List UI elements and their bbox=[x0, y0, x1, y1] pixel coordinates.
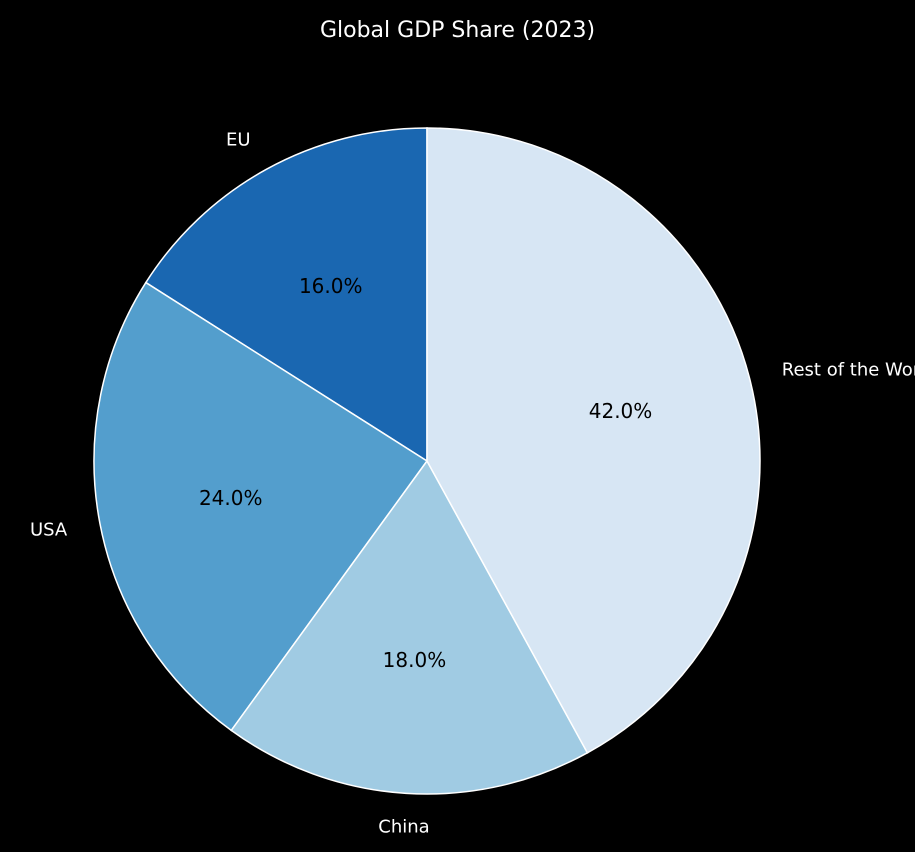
slice-label: Rest of the World bbox=[782, 359, 915, 380]
slice-pct: 18.0% bbox=[383, 648, 447, 672]
slice-pct: 42.0% bbox=[589, 399, 653, 423]
pie-svg bbox=[0, 0, 915, 852]
slice-label: USA bbox=[30, 519, 67, 540]
slice-label: China bbox=[378, 816, 429, 837]
slice-pct: 16.0% bbox=[299, 274, 363, 298]
slice-label: EU bbox=[226, 130, 251, 151]
pie-chart: Global GDP Share (2023) EU16.0%USA24.0%C… bbox=[0, 0, 915, 852]
slice-pct: 24.0% bbox=[199, 486, 263, 510]
